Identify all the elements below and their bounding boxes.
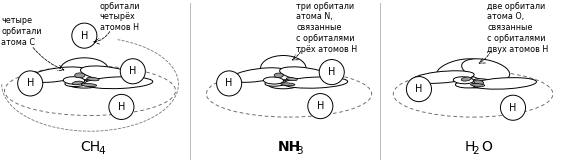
Text: O: O [482,140,492,154]
Ellipse shape [319,60,344,85]
Ellipse shape [18,71,43,96]
Text: четыре
орбитали
атома С: четыре орбитали атома С [1,16,42,47]
Ellipse shape [65,80,89,87]
Ellipse shape [120,59,145,84]
Text: две орбитали
атома О,
связанные
с орбиталями
двух атомов Н: две орбитали атома О, связанные с орбита… [487,2,548,54]
Ellipse shape [75,73,85,78]
Text: три орбитали
атома N,
связанные
с орбиталями
трёх атомов Н: три орбитали атома N, связанные с орбита… [296,2,357,54]
Text: CH: CH [80,140,100,154]
Ellipse shape [87,77,99,81]
Text: H: H [328,67,335,77]
Ellipse shape [455,81,483,88]
Ellipse shape [463,81,491,88]
Text: 2: 2 [472,146,479,156]
Ellipse shape [453,77,474,84]
Text: H: H [226,78,233,88]
Ellipse shape [28,67,87,82]
Ellipse shape [260,56,306,81]
Ellipse shape [263,77,283,84]
Ellipse shape [283,77,348,88]
Text: H: H [465,140,475,154]
Ellipse shape [274,73,283,78]
Text: орбитали
четырёх
атомов Н: орбитали четырёх атомов Н [100,2,140,32]
Ellipse shape [280,80,302,86]
Text: NH: NH [278,140,301,154]
Text: H: H [129,66,136,76]
Ellipse shape [81,80,104,86]
Text: H: H [81,31,88,41]
Ellipse shape [413,71,474,83]
Text: H: H [27,78,34,88]
Text: H: H [510,103,516,113]
Ellipse shape [63,77,84,84]
Text: 4: 4 [99,146,105,156]
Ellipse shape [500,95,526,120]
Text: H: H [118,102,125,112]
Ellipse shape [217,71,242,96]
Ellipse shape [280,83,295,86]
Ellipse shape [72,81,83,85]
Text: H: H [317,101,324,111]
Ellipse shape [472,79,492,86]
Ellipse shape [280,67,333,82]
Ellipse shape [286,77,298,81]
Ellipse shape [230,68,286,82]
Ellipse shape [461,77,471,81]
Ellipse shape [470,84,485,87]
Text: H: H [416,84,422,94]
Ellipse shape [474,80,484,85]
Ellipse shape [473,78,536,89]
Ellipse shape [308,94,333,119]
Ellipse shape [60,58,108,81]
Ellipse shape [406,77,431,102]
Ellipse shape [109,94,134,119]
Ellipse shape [80,66,137,82]
Ellipse shape [84,77,153,89]
Ellipse shape [81,83,97,87]
Ellipse shape [437,59,484,81]
Ellipse shape [462,59,510,81]
Ellipse shape [69,81,100,88]
Ellipse shape [268,81,298,89]
Ellipse shape [72,23,97,48]
Ellipse shape [265,80,287,86]
Text: 3: 3 [296,146,303,156]
